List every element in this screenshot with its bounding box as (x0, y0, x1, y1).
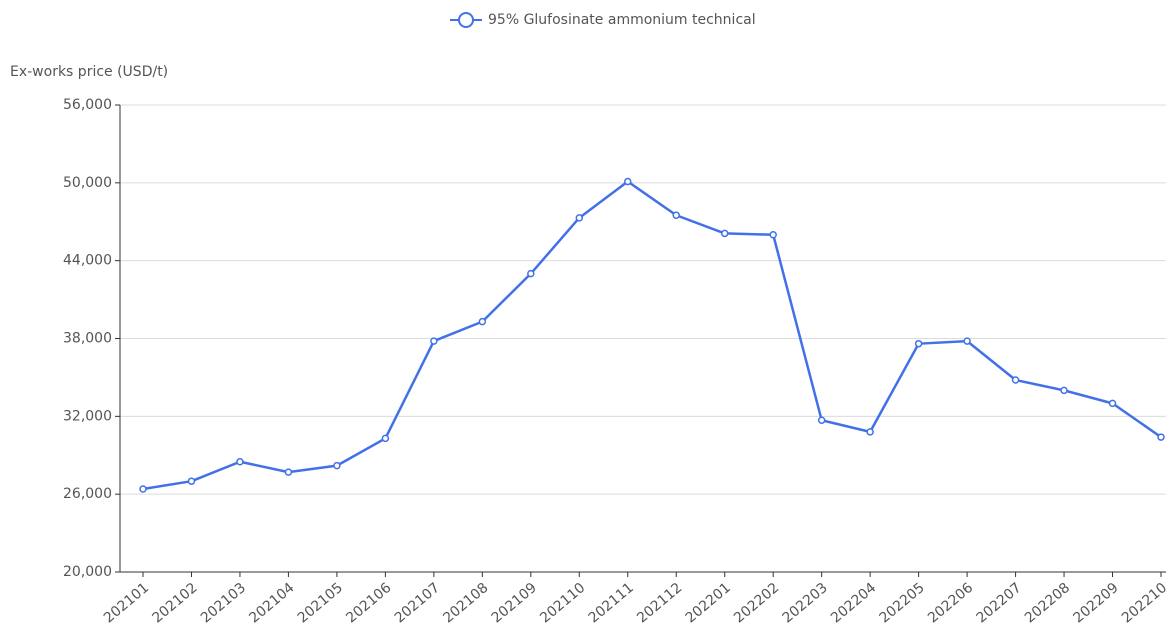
x-tick-label: 202206 (925, 580, 976, 627)
x-tick-label: 202209 (1070, 580, 1121, 627)
data-point (284, 468, 293, 476)
data-point (1011, 376, 1020, 384)
x-tick-label: 202201 (683, 580, 734, 627)
x-tick-label: 202210 (1119, 580, 1170, 627)
x-tick-label: 202103 (198, 580, 249, 627)
x-tick-label: 202202 (731, 580, 782, 627)
legend-marker (458, 12, 474, 28)
data-point (236, 457, 244, 466)
data-point (769, 230, 777, 239)
x-tick-label: 202102 (149, 580, 200, 627)
x-tick-label: 202109 (489, 580, 540, 627)
x-tick-label: 202105 (295, 580, 346, 627)
x-tick-label: 202112 (634, 580, 685, 627)
data-point (478, 317, 487, 326)
data-point (914, 339, 923, 348)
y-tick-label: 20,000 (63, 564, 112, 580)
x-tick-label: 202205 (877, 580, 928, 627)
y-tick-label: 44,000 (63, 253, 112, 269)
y-tick-label: 38,000 (63, 331, 112, 347)
x-tick-label: 202108 (440, 580, 491, 627)
data-point (575, 214, 584, 222)
data-point (187, 477, 196, 485)
data-point (817, 416, 826, 424)
y-tick-label: 50,000 (63, 175, 112, 191)
y-axis-label: Ex-works price (USD/t) (10, 64, 168, 80)
y-tick-label: 26,000 (63, 486, 112, 502)
y-tick-label: 32,000 (63, 408, 112, 424)
y-tick-label: 56,000 (63, 97, 112, 113)
data-point (1157, 433, 1165, 441)
data-point (720, 229, 729, 238)
data-point (527, 269, 535, 278)
x-tick-label: 202203 (780, 580, 831, 627)
data-point (672, 211, 680, 220)
legend-label: 95% Glufosinate ammonium technical (488, 12, 756, 28)
data-point (381, 434, 390, 443)
data-point (866, 428, 874, 436)
x-tick-label: 202208 (1022, 580, 1073, 627)
x-tick-label: 202106 (343, 580, 394, 627)
x-tick-label: 202107 (392, 580, 443, 627)
x-tick-label: 202101 (101, 580, 152, 627)
data-point (1060, 386, 1068, 395)
x-tick-label: 202204 (828, 580, 879, 627)
x-tick-label: 202207 (973, 580, 1024, 627)
series-line (142, 180, 1162, 491)
data-point (139, 485, 147, 493)
data-point (333, 461, 341, 470)
data-point (963, 337, 971, 345)
data-point (1108, 399, 1117, 408)
x-tick-label: 202110 (537, 580, 588, 627)
data-point (430, 337, 438, 345)
data-point (624, 177, 632, 186)
x-tick-label: 202111 (586, 580, 637, 627)
x-tick-label: 202104 (246, 580, 297, 627)
